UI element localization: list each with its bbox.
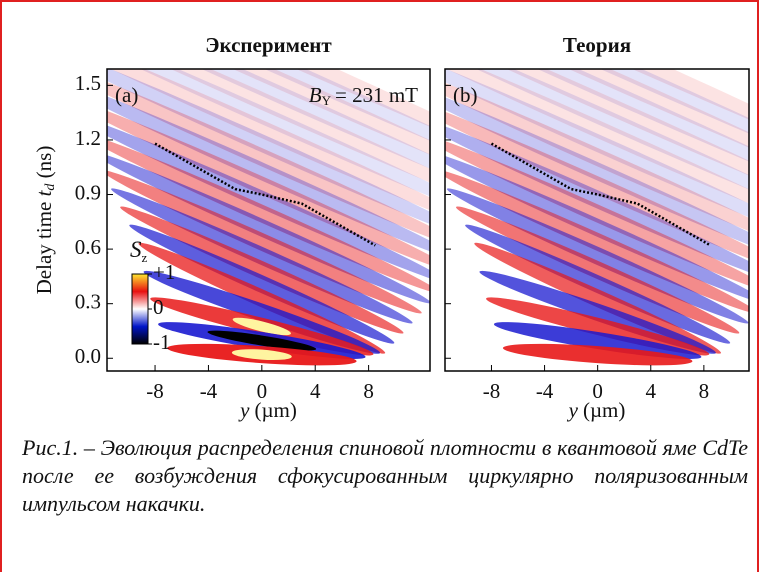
heatmap-band: [107, 69, 430, 234]
x-tick-label: -4: [200, 379, 218, 403]
heatmap-core: [207, 330, 317, 351]
heatmap-band: [445, 69, 749, 173]
panel-label: (a): [115, 83, 138, 107]
y-tick-label: 0.0: [75, 344, 101, 368]
x-tick-label: -4: [536, 379, 554, 403]
heatmap-core: [232, 317, 291, 336]
heatmap-band: [107, 69, 430, 213]
heatmap-core: [231, 349, 292, 361]
x-tick-label: 8: [699, 379, 710, 403]
annotation-value: = 231 mT: [335, 83, 418, 107]
y-label-var: t: [32, 189, 56, 196]
x-tick-label: -8: [483, 379, 501, 403]
heatmap-band: [143, 270, 381, 354]
plot-frame: [106, 68, 431, 372]
heatmap-band: [465, 224, 731, 344]
y-label-sub: d: [43, 183, 58, 191]
colorbar: [131, 273, 149, 345]
heatmap-band: [445, 115, 749, 284]
y-label-text: Delay time: [32, 196, 56, 294]
heatmap-band: [107, 69, 430, 193]
heatmap-band: [445, 69, 749, 224]
heatmap-band: [111, 188, 413, 324]
colorbar-symbol: S: [130, 237, 142, 262]
colorbar-tick-label: 0: [153, 295, 164, 319]
heatmap-band: [129, 224, 395, 344]
x-tick-label: 4: [310, 379, 321, 403]
x-axis-label: y (µm): [238, 398, 297, 422]
heatmap-band: [446, 188, 749, 324]
y-tick-label: 1.2: [75, 126, 101, 150]
heatmap-band: [120, 206, 404, 334]
heatmap-band: [479, 270, 716, 354]
heatmap-band: [502, 343, 693, 366]
x-tick-label: 8: [363, 379, 374, 403]
y-tick-label: 0.9: [75, 180, 101, 204]
heatmap-band: [107, 170, 422, 314]
heatmap-band: [107, 152, 430, 304]
heatmap-band: [107, 69, 430, 244]
heatmap-band: [107, 69, 430, 173]
y-label-unit: (ns): [32, 146, 56, 184]
heatmap-band: [445, 152, 749, 304]
heatmap-band: [445, 97, 749, 274]
panel-title: Теория: [563, 33, 631, 57]
x-tick-label: -8: [146, 379, 164, 403]
guide-line: [490, 142, 712, 247]
heatmap-band: [445, 69, 749, 244]
annotation-symbol: B: [309, 83, 322, 107]
heatmap-band: [445, 69, 749, 234]
heatmap: [107, 69, 430, 366]
heatmap-band: [107, 69, 430, 224]
heatmap-band: [445, 69, 749, 183]
x-label-var: y: [238, 398, 250, 422]
heatmap-band: [445, 69, 749, 213]
heatmap-band: [107, 133, 430, 294]
heatmap-band: [456, 206, 740, 334]
colorbar-tick-label: -1: [153, 330, 171, 354]
heatmap-band: [486, 297, 710, 356]
y-axis-label: Delay time td (ns): [32, 146, 58, 295]
heatmap-band: [107, 69, 430, 203]
guide-line: [154, 142, 376, 247]
x-tick-label: 0: [592, 379, 603, 403]
colorbar-label: Sz: [130, 237, 148, 265]
x-axis-label: y (µm): [567, 398, 626, 422]
heatmap-band: [107, 115, 430, 284]
heatmap-band: [445, 79, 749, 264]
y-tick-label: 0.3: [75, 289, 101, 313]
colorbar-sub: z: [142, 250, 148, 265]
x-tick-label: 4: [646, 379, 657, 403]
colorbar-tick-label: +1: [153, 260, 175, 284]
plot-frame: [444, 68, 750, 372]
panel-label: (b): [453, 83, 478, 107]
x-label-unit: (µm): [583, 398, 625, 422]
heatmap-band: [493, 322, 702, 359]
caption: Рис.1. – Эволюция распределения спиновой…: [22, 435, 748, 516]
heatmap-band: [445, 69, 749, 203]
heatmap-band: [445, 69, 749, 254]
heatmap-band: [445, 133, 749, 294]
y-tick-label: 0.6: [75, 235, 101, 259]
annotation: BY = 231 mT: [309, 83, 418, 108]
heatmap-band: [107, 97, 430, 274]
heatmap: [445, 69, 749, 366]
heatmap-band: [107, 79, 430, 264]
panel-title: Эксперимент: [205, 33, 332, 57]
chart: Эксперимент(a)-8 -4 0 4 8y (µm)0.00.30.60.91.…: [32, 33, 750, 422]
heatmap-band: [107, 69, 430, 183]
y-tick-label: 1.5: [75, 71, 101, 95]
heatmap-band: [107, 69, 430, 254]
annotation-sub: Y: [322, 93, 332, 108]
x-label-var: y: [567, 398, 579, 422]
heatmap-band: [445, 69, 749, 193]
heatmap-band: [445, 170, 749, 314]
x-label-unit: (µm): [254, 398, 296, 422]
x-tick-label: 0: [257, 379, 268, 403]
